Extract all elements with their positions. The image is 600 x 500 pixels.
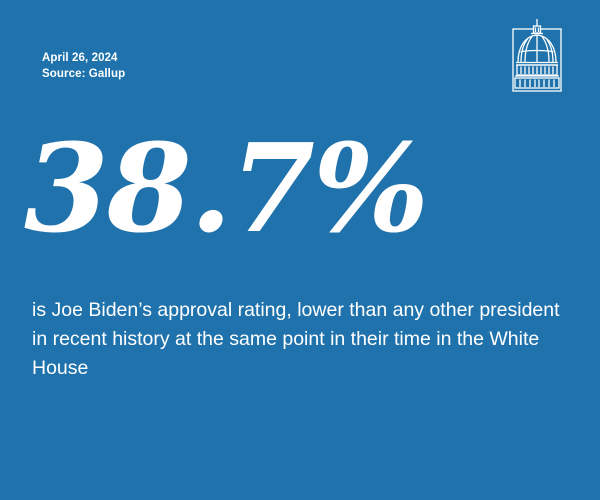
- stat-description: is Joe Biden’s approval rating, lower th…: [32, 299, 560, 379]
- date-text: April 26, 2024: [42, 52, 118, 64]
- approval-rating-value: 38.7%: [24, 116, 429, 260]
- meta-block: April 26, 2024 Source: Gallup: [42, 50, 125, 82]
- capitol-dome-icon: [512, 19, 562, 92]
- source-text: Source: Gallup: [42, 68, 126, 80]
